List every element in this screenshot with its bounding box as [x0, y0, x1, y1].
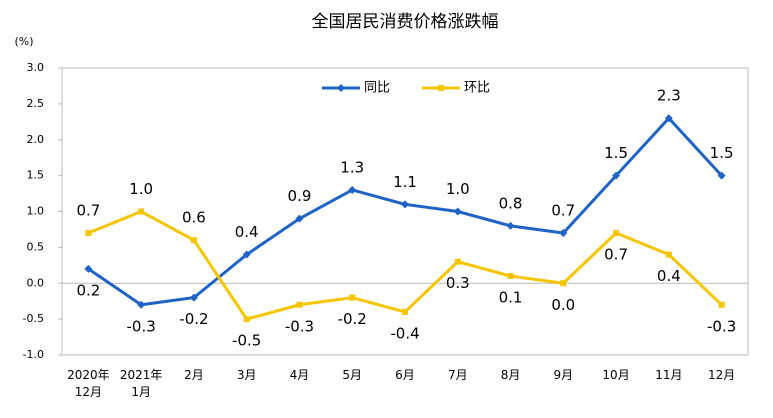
x-tick-label: 10月	[602, 368, 630, 382]
point	[295, 214, 304, 223]
data-label: -0.2	[179, 310, 208, 328]
x-tick-label: 12月	[707, 368, 736, 382]
data-label: 0.1	[499, 289, 523, 307]
x-tick-label: 11月	[655, 368, 683, 382]
x-tick-label: 5月	[342, 368, 363, 382]
data-label: -0.5	[232, 332, 261, 350]
y-tick-label: 0.5	[27, 240, 45, 253]
x-tick-label: 7月	[447, 368, 468, 382]
data-label: 1.1	[393, 173, 417, 191]
point	[243, 316, 250, 323]
point	[348, 185, 357, 194]
point	[560, 280, 567, 287]
point	[559, 229, 568, 238]
y-tick-label: 2.5	[27, 97, 45, 110]
data-label: 0.9	[288, 187, 312, 205]
x-tick-label: 2月	[184, 368, 204, 382]
data-label: 1.5	[604, 144, 628, 162]
data-label: 1.3	[340, 158, 364, 176]
point	[190, 237, 197, 244]
legend-label: 同比	[364, 81, 390, 96]
data-label: 2.3	[657, 87, 681, 105]
data-label: -0.3	[285, 317, 314, 335]
x-tick-label: 3月	[236, 368, 257, 382]
point	[189, 293, 198, 302]
data-label: 0.6	[182, 209, 206, 227]
point	[613, 230, 620, 237]
data-label: -0.4	[390, 324, 419, 342]
series-line	[87, 209, 723, 321]
point	[402, 308, 408, 315]
y-tick-label: -1.0	[23, 348, 44, 361]
y-tick-label: -0.5	[23, 312, 44, 325]
point	[454, 258, 461, 265]
point	[453, 207, 462, 216]
data-label: 0.2	[76, 281, 100, 299]
x-tick-label: 8月	[500, 368, 521, 382]
point	[84, 264, 93, 273]
chart-title: 全国居民消费价格涨跌幅	[312, 12, 499, 32]
x-tick-label: 2020年 12月	[67, 368, 110, 399]
point	[349, 294, 356, 301]
y-tick-label: 0.0	[27, 276, 45, 289]
x-tick-label: 4月	[289, 368, 310, 382]
point	[612, 171, 621, 180]
data-label: 0.4	[657, 267, 681, 285]
data-label: 0.3	[446, 274, 470, 292]
data-label: 0.7	[551, 202, 575, 220]
y-tick-label: 2.0	[27, 133, 45, 146]
point	[242, 250, 251, 259]
data-label: 1.5	[710, 144, 734, 162]
point	[665, 251, 672, 258]
data-label: -0.3	[127, 317, 156, 335]
x-tick-label: 2021年 1月	[119, 368, 163, 399]
point	[664, 114, 673, 123]
data-label: 0.7	[76, 202, 100, 220]
point	[137, 300, 146, 309]
x-tick-label: 6月	[395, 368, 415, 382]
point	[507, 273, 514, 280]
data-label: 1.0	[446, 180, 470, 198]
data-label: 1.0	[129, 180, 153, 198]
legend-marker	[438, 85, 444, 91]
y-tick-label: 1.0	[27, 205, 45, 218]
point	[718, 301, 725, 308]
y-tick-label: 1.5	[27, 169, 45, 182]
data-label: 0.4	[235, 223, 259, 241]
point	[85, 230, 92, 237]
legend-marker	[337, 84, 345, 92]
data-label: -0.3	[707, 317, 736, 335]
point	[401, 200, 409, 209]
data-label: 0.0	[551, 296, 575, 314]
point	[296, 301, 303, 308]
y-tick-label: 3.0	[27, 61, 45, 74]
point	[506, 221, 515, 230]
data-label: 0.7	[604, 246, 628, 264]
y-unit: (%)	[14, 35, 33, 48]
legend-label: 环比	[464, 81, 490, 96]
point	[138, 208, 145, 215]
data-label: -0.2	[338, 310, 367, 328]
point	[717, 171, 726, 180]
x-tick-label: 9月	[553, 368, 574, 382]
data-label: 0.8	[499, 194, 523, 212]
